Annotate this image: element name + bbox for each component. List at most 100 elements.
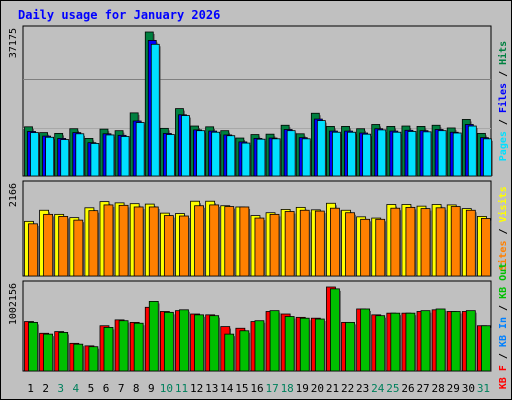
legend-part-hits: Hits (497, 41, 509, 65)
x-tick-label-14: 14 (220, 382, 234, 395)
bar-sites-day-24 (375, 218, 386, 277)
bar-sites-day-31 (481, 218, 491, 277)
chart-title: Daily usage for January 2026 (18, 8, 220, 22)
x-axis-labels: 1 2 3 4 5 6 7 8 9 10 11 12 13 14 15 16 17 18 19 20 21 22 23 24 2… (27, 382, 490, 395)
bar-shadow-kb-out-day-2 (52, 336, 54, 371)
bar-pages-day-11 (181, 115, 190, 177)
bar-sites-day-26 (405, 206, 416, 277)
x-tick-label-30: 30 (462, 382, 475, 395)
legend-part-separator: / (498, 299, 509, 317)
bar-kb-out-day-18 (284, 316, 295, 372)
bar-pages-day-14 (226, 135, 236, 177)
bar-kb-out-day-28 (435, 308, 446, 372)
bar-sites-day-7 (118, 204, 129, 277)
bar-shadow-kb-out-day-11 (188, 311, 190, 371)
bar-shadow-sites-day-6 (112, 206, 115, 276)
bar-pages-day-6 (105, 134, 115, 177)
x-tick-label-21: 21 (326, 382, 339, 395)
bar-kb-out-day-9 (148, 301, 159, 372)
bar-sites-day-22 (345, 212, 355, 277)
bar-kb-out-day-17 (269, 310, 280, 372)
bar-pages-day-19 (301, 138, 311, 177)
bar-sites-day-30 (465, 209, 476, 277)
bar-shadow-sites-day-25 (399, 210, 402, 276)
bar-sites-day-10 (163, 215, 174, 277)
bar-shadow-sites-day-30 (475, 212, 477, 276)
bar-sites-day-27 (420, 208, 431, 277)
bar-shadow-sites-day-1 (37, 225, 39, 276)
legend-part-pages: Pages (498, 131, 509, 161)
bar-kb-out-day-4 (73, 343, 84, 372)
bar-pages-day-2 (45, 136, 54, 177)
bar-pages-day-24 (377, 129, 387, 177)
x-tick-label-22: 22 (341, 382, 354, 395)
bar-shadow-kb-out-day-25 (399, 315, 402, 371)
bar-kb-out-day-6 (103, 327, 114, 372)
bar-shadow-sites-day-24 (384, 221, 386, 276)
bar-shadow-pages-day-4 (83, 135, 85, 176)
bar-shadow-pages-day-23 (370, 136, 372, 176)
bar-shadow-kb-out-day-16 (263, 322, 266, 371)
bar-shadow-pages-day-5 (98, 145, 101, 176)
x-tick-label-7: 7 (118, 382, 125, 395)
bar-shadow-sites-day-10 (173, 217, 175, 276)
x-tick-label-10: 10 (160, 382, 173, 395)
bar-shadow-pages-day-10 (174, 136, 176, 176)
bar-shadow-pages-day-21 (340, 134, 342, 176)
bar-shadow-sites-day-9 (158, 208, 160, 276)
bar-shadow-kb-out-day-31 (490, 327, 492, 371)
bar-pages-day-15 (241, 142, 251, 177)
x-tick-label-26: 26 (401, 382, 414, 395)
x-tick-label-13: 13 (205, 382, 218, 395)
legend-part-visits: Visits (497, 186, 509, 222)
bar-kb-out-day-30 (465, 310, 476, 372)
bar-kb-out-day-11 (179, 309, 189, 372)
x-tick-label-4: 4 (73, 382, 80, 395)
bar-kb-out-day-24 (375, 315, 386, 372)
bar-shadow-pages-day-9 (159, 46, 161, 177)
bar-shadow-pages-day-31 (491, 140, 493, 176)
bar-shadow-kb-out-day-20 (324, 321, 326, 371)
bar-sites-day-5 (88, 210, 99, 277)
bar-sites-day-4 (73, 219, 84, 277)
bar-shadow-sites-day-13 (218, 206, 220, 276)
bar-shadow-sites-day-26 (414, 209, 417, 276)
bar-sites-day-6 (103, 204, 114, 277)
bar-shadow-pages-day-14 (234, 137, 236, 176)
bar-pages-day-28 (437, 130, 447, 177)
bar-shadow-sites-day-16 (263, 220, 266, 276)
bar-sites-day-2 (43, 213, 53, 277)
bar-sites-day-14 (224, 206, 235, 277)
bar-shadow-pages-day-12 (204, 132, 206, 176)
legend-part-separator: / (498, 347, 509, 365)
bar-shadow-pages-day-3 (68, 141, 70, 176)
bar-pages-day-7 (120, 136, 130, 177)
x-tick-label-24: 24 (371, 382, 385, 395)
legend-part-kb-in: KB In (498, 317, 509, 347)
bar-shadow-kb-out-day-4 (82, 346, 84, 371)
bar-shadow-pages-day-24 (385, 131, 387, 176)
bar-sites-day-8 (133, 206, 144, 277)
x-tick-label-1: 1 (27, 382, 34, 395)
bar-shadow-sites-day-21 (339, 210, 341, 276)
x-tick-label-12: 12 (190, 382, 203, 395)
bar-kb-out-day-20 (314, 318, 325, 372)
bar-pages-day-26 (407, 131, 417, 177)
bar-pages-day-30 (467, 125, 477, 177)
bar-sites-day-13 (209, 204, 220, 277)
bar-pages-day-22 (347, 131, 356, 177)
x-tick-label-31: 31 (477, 382, 490, 395)
bar-pages-day-29 (452, 132, 462, 177)
bar-sites-day-23 (360, 218, 371, 277)
bar-shadow-sites-day-17 (279, 216, 281, 276)
bar-sites-day-19 (299, 209, 310, 277)
bar-pages-day-3 (60, 139, 70, 177)
x-tick-label-23: 23 (356, 382, 369, 395)
bar-shadow-pages-day-1 (38, 134, 40, 176)
bar-sites-day-12 (194, 205, 204, 277)
bar-shadow-kb-out-day-10 (173, 314, 175, 371)
bar-sites-day-25 (390, 207, 401, 277)
bar-shadow-pages-day-28 (446, 132, 448, 176)
bar-sites-day-9 (148, 206, 159, 277)
